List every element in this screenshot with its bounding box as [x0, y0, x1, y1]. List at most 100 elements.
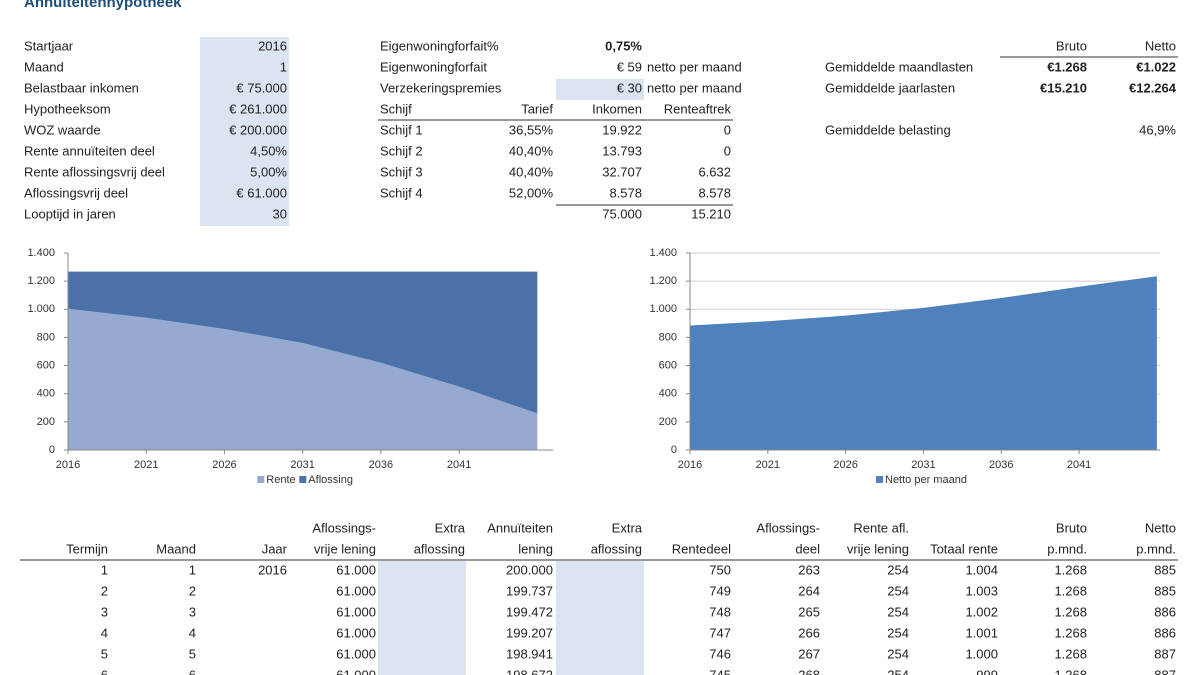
table-cell: 885 — [1154, 583, 1176, 598]
schijf-cell: 13.793 — [602, 143, 642, 158]
table-header: deel — [795, 541, 820, 556]
param-label: Eigenwoningforfait — [380, 59, 487, 74]
legend-swatch — [299, 476, 307, 483]
schijf-cell: 40,40% — [509, 143, 554, 158]
summary-value: €15.210 — [1040, 80, 1087, 95]
table-cell: 887 — [1154, 646, 1176, 661]
table-header: p.mnd. — [1047, 541, 1087, 556]
input-value: € 200.000 — [229, 122, 287, 137]
x-tick-label: 2031 — [290, 459, 314, 471]
input-value: € 75.000 — [236, 80, 287, 95]
table-cell: 1.268 — [1054, 583, 1087, 598]
param-note: netto per maand — [647, 59, 742, 74]
schijf-cell: 6.632 — [698, 164, 731, 179]
summary-value: €1.022 — [1136, 59, 1176, 74]
input-label: Hypotheeksom — [24, 101, 111, 116]
y-tick-label: 800 — [659, 331, 677, 343]
y-tick-label: 1.000 — [649, 303, 677, 315]
input-value: 5,00% — [250, 164, 287, 179]
table-header: lening — [518, 541, 553, 556]
table-cell: 2016 — [258, 562, 287, 577]
table-header: Bruto — [1056, 520, 1087, 535]
input-value: 2016 — [258, 38, 287, 53]
summary-label: Gemiddelde maandlasten — [825, 59, 973, 74]
summary-label: Gemiddelde jaarlasten — [825, 80, 955, 95]
x-tick-label: 2016 — [678, 459, 702, 471]
schijf-cell: 0 — [724, 122, 731, 137]
legend-swatch — [876, 476, 883, 483]
table-cell: 254 — [887, 562, 909, 577]
table-cell: 1.000 — [965, 646, 998, 661]
schijf-cell: 0 — [724, 143, 731, 158]
table-cell: 254 — [887, 646, 909, 661]
table-cell: 1 — [101, 562, 108, 577]
table-cell: 264 — [798, 583, 820, 598]
param-value: € 30 — [617, 80, 642, 95]
x-tick-label: 2016 — [56, 459, 80, 471]
x-tick-label: 2021 — [134, 459, 158, 471]
y-tick-label: 1.200 — [27, 275, 55, 287]
table-cell: 1.268 — [1054, 646, 1087, 661]
schijf-cell: Schijf 3 — [380, 164, 423, 179]
table-cell: 1.268 — [1054, 625, 1087, 640]
y-tick-label: 600 — [37, 359, 55, 371]
table-cell: 2 — [101, 583, 108, 598]
schijf-cell: 8.578 — [609, 185, 642, 200]
table-header: Rente afl. — [853, 520, 909, 535]
schijf-cell: 40,40% — [509, 164, 554, 179]
table-cell: 1.268 — [1054, 604, 1087, 619]
table-cell: 4 — [101, 625, 108, 640]
schijf-cell: 19.922 — [602, 122, 642, 137]
table-cell: 199.737 — [506, 583, 553, 598]
table-cell: 199.207 — [506, 625, 553, 640]
table-cell: 4 — [189, 625, 196, 640]
table-cell: 999 — [976, 667, 998, 675]
table-header: Aflossings- — [312, 520, 376, 535]
table-cell: 263 — [798, 562, 820, 577]
y-tick-label: 400 — [37, 388, 55, 400]
table-cell: 1.268 — [1054, 562, 1087, 577]
table-cell: 886 — [1154, 625, 1176, 640]
table-header: Rentedeel — [672, 541, 731, 556]
legend-swatch — [257, 476, 265, 483]
table-cell: 61.000 — [336, 625, 376, 640]
input-value: 4,50% — [250, 143, 287, 158]
table-cell: 746 — [709, 646, 731, 661]
table-header: Extra — [435, 520, 466, 535]
table-cell: 199.472 — [506, 604, 553, 619]
param-note: netto per maand — [647, 80, 742, 95]
y-tick-label: 200 — [37, 416, 55, 428]
input-label: Belastbaar inkomen — [24, 80, 139, 95]
input-label: Aflossingsvrij deel — [24, 185, 128, 200]
area — [68, 271, 538, 414]
table-cell: 1.004 — [965, 562, 998, 577]
table-cell: 266 — [798, 625, 820, 640]
table-header: vrije lening — [847, 541, 909, 556]
input-value: € 61.000 — [236, 185, 287, 200]
summary-value: €12.264 — [1129, 80, 1177, 95]
table-header: Extra — [612, 520, 643, 535]
table-cell: 254 — [887, 625, 909, 640]
schijf-total: 15.210 — [691, 206, 731, 221]
x-tick-label: 2031 — [911, 459, 935, 471]
table-header: Aflossings- — [756, 520, 820, 535]
param-value: € 59 — [617, 59, 642, 74]
schijf-header: Inkomen — [592, 101, 642, 116]
table-cell: 1.003 — [965, 583, 998, 598]
table-cell: 1.001 — [965, 625, 998, 640]
input-column — [556, 561, 644, 675]
summary-value: €1.268 — [1047, 59, 1087, 74]
input-label: Startjaar — [24, 38, 74, 53]
input-label: WOZ waarde — [24, 122, 101, 137]
schijf-cell: Schijf 1 — [380, 122, 423, 137]
schijf-cell: 8.578 — [698, 185, 731, 200]
table-header: Jaar — [262, 541, 288, 556]
table-header: Totaal rente — [930, 541, 998, 556]
area — [690, 276, 1157, 450]
y-tick-label: 0 — [49, 444, 55, 456]
x-tick-label: 2026 — [212, 459, 236, 471]
table-cell: 268 — [798, 667, 820, 675]
summary-value: 46,9% — [1139, 122, 1176, 137]
schijf-total: 75.000 — [602, 206, 642, 221]
